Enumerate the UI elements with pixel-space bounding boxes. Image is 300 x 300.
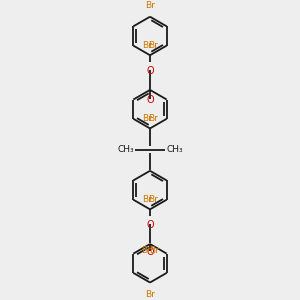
Text: Br: Br	[149, 246, 159, 255]
Text: Br: Br	[142, 114, 152, 123]
Text: Br: Br	[145, 290, 155, 299]
Text: Br: Br	[142, 195, 152, 204]
Text: Br: Br	[148, 114, 158, 123]
Text: Br: Br	[142, 41, 152, 50]
Text: Br: Br	[148, 195, 158, 204]
Text: CH₃: CH₃	[167, 145, 183, 154]
Text: O: O	[146, 220, 154, 230]
Text: O: O	[146, 66, 154, 76]
Text: O: O	[146, 95, 154, 105]
Text: O: O	[146, 247, 154, 257]
Text: CH₃: CH₃	[117, 145, 134, 154]
Text: Br: Br	[148, 41, 158, 50]
Text: Br: Br	[145, 1, 155, 10]
Text: Br: Br	[141, 246, 151, 255]
